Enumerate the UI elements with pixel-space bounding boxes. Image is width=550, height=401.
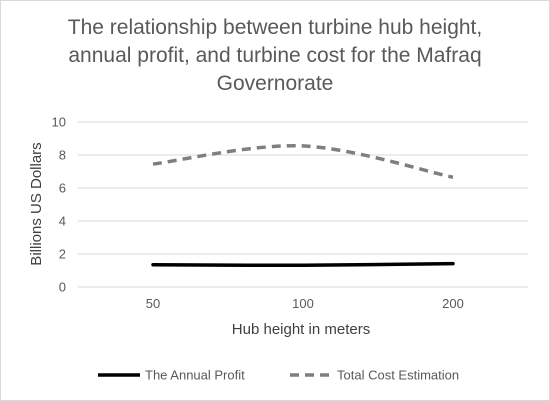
- gridlines: [78, 121, 528, 288]
- x-tick-labels: 50 100 200: [146, 296, 464, 311]
- y-tick-label: 10: [52, 115, 66, 130]
- chart-title: The relationship between turbine hub hei…: [67, 16, 483, 95]
- legend-entry-label: The Annual Profit: [145, 368, 245, 383]
- x-tick-label: 100: [292, 296, 314, 311]
- y-tick-label: 2: [59, 247, 66, 262]
- y-tick-label: 8: [59, 148, 66, 163]
- x-axis-label: Hub height in meters: [232, 321, 370, 338]
- y-tick-label: 4: [59, 214, 66, 229]
- x-tick-label: 200: [442, 296, 464, 311]
- y-axis-label: Billions US Dollars: [28, 142, 45, 265]
- x-tick-label: 50: [146, 296, 160, 311]
- series-lines: [151, 143, 455, 268]
- series-line-total-cost: [152, 143, 454, 179]
- y-tick-labels: 0 2 4 6 8 10: [52, 115, 66, 295]
- series-line-annual-profit: [151, 261, 455, 268]
- y-tick-label: 0: [59, 280, 66, 295]
- legend-entry-label: Total Cost Estimation: [337, 368, 459, 383]
- y-tick-label: 6: [59, 181, 66, 196]
- legend: The Annual Profit Total Cost Estimation: [98, 368, 459, 383]
